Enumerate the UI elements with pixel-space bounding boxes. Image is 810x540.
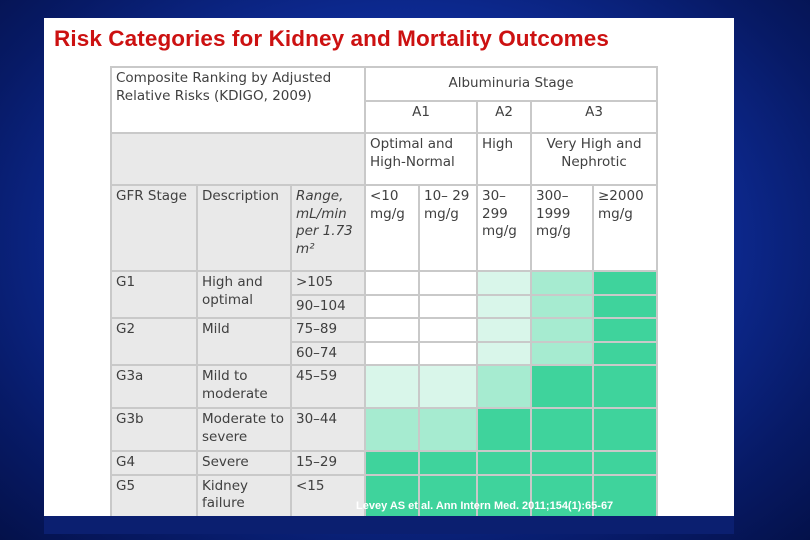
risk-cell — [476, 473, 532, 520]
risk-cell — [591, 270, 659, 296]
risk-cell — [591, 450, 659, 476]
gfr-stage-cell: G3a — [110, 364, 198, 410]
risk-cell — [591, 317, 659, 343]
description-cell: Mild — [196, 317, 292, 367]
gfr-stage-cell: G4 — [110, 450, 198, 476]
risk-cell — [476, 364, 532, 410]
albumin-range-5: ≥2000 mg/g — [591, 184, 659, 272]
stage-a2-description: High — [476, 132, 532, 186]
albumin-range-2: 10– 29 mg/g — [418, 184, 478, 272]
risk-cell — [418, 473, 478, 520]
risk-cell — [530, 293, 594, 320]
description-cell: High and optimal — [196, 269, 292, 320]
range-header: Range, mL/min per 1.73 m² — [290, 184, 366, 272]
risk-cell — [591, 293, 659, 320]
table-row: G3b Moderate to severe 30–44 — [110, 407, 659, 453]
risk-cell — [418, 270, 478, 296]
albumin-range-3: 30– 299 mg/g — [476, 184, 532, 272]
risk-cell — [530, 450, 594, 476]
albuminuria-stage-title: Albuminuria Stage — [363, 66, 659, 102]
slide-title: Risk Categories for Kidney and Mortality… — [54, 26, 610, 51]
table-row: G5 Kidney failure <15 — [110, 473, 659, 520]
range-cell: >105 — [290, 270, 366, 296]
header-spacer — [110, 132, 366, 186]
slide: Risk Categories for Kidney and Mortality… — [44, 18, 734, 534]
kdigo-risk-table-panel: Composite Ranking by Adjusted Relative R… — [110, 66, 732, 533]
albumin-range-4: 300– 1999 mg/g — [530, 184, 594, 272]
risk-cell — [418, 407, 478, 453]
stage-a2-label: A2 — [476, 100, 532, 134]
description-cell: Severe — [196, 450, 292, 476]
range-cell: 45–59 — [290, 364, 366, 410]
stage-a3-description: Very High and Nephrotic — [529, 132, 659, 186]
risk-cell — [364, 364, 420, 410]
range-cell: 75–89 — [290, 317, 366, 343]
description-cell: Moderate to severe — [196, 407, 292, 453]
range-cell: 90–104 — [290, 293, 366, 320]
risk-cell — [418, 450, 478, 476]
table-row: G2 Mild 75–89 — [110, 317, 659, 367]
risk-cell — [364, 317, 420, 343]
description-cell: Mild to moderate — [196, 364, 292, 410]
gfr-stage-cell: G3b — [110, 407, 198, 453]
stage-a1-description: Optimal and High-Normal — [364, 132, 478, 186]
description-cell: Kidney failure — [196, 473, 292, 520]
risk-cell — [591, 473, 659, 520]
kdigo-risk-table: Composite Ranking by Adjusted Relative R… — [110, 66, 659, 520]
range-cell: 15–29 — [290, 450, 366, 476]
citation: Levey AS et al. Ann Intern Med. 2011;154… — [356, 500, 614, 512]
risk-cell — [418, 340, 478, 367]
risk-cell — [476, 293, 532, 320]
table-row: 90–104 — [111, 293, 659, 320]
risk-cell — [364, 270, 420, 296]
risk-cell — [476, 317, 532, 343]
risk-cell — [418, 293, 478, 320]
table-row: G4 Severe 15–29 — [110, 450, 659, 476]
table-row: G3a Mild to moderate 45–59 — [110, 364, 659, 410]
risk-cell — [530, 473, 594, 520]
risk-cell — [591, 407, 659, 453]
table-row: 60–74 — [111, 340, 659, 367]
risk-cell — [530, 340, 594, 367]
range-cell: <15 — [290, 473, 366, 520]
stage-a1-label: A1 — [364, 100, 478, 134]
range-cell: 30–44 — [290, 407, 366, 453]
risk-cell — [476, 270, 532, 296]
risk-cell — [476, 340, 532, 367]
risk-cell — [418, 364, 478, 410]
risk-cell — [364, 293, 420, 320]
risk-cell — [364, 407, 420, 453]
risk-cell — [591, 364, 659, 410]
risk-cell — [418, 317, 478, 343]
risk-cell — [364, 340, 420, 367]
risk-cell — [591, 340, 659, 367]
description-header: Description — [196, 184, 292, 272]
gfr-stage-header: GFR Stage — [110, 184, 198, 272]
risk-cell — [530, 317, 594, 343]
gfr-stage-cell: G5 — [110, 473, 198, 520]
risk-cell — [364, 473, 420, 520]
albumin-range-1: <10 mg/g — [364, 184, 420, 272]
risk-cell — [530, 270, 594, 296]
composite-ranking-title: Composite Ranking by Adjusted Relative R… — [110, 66, 366, 134]
risk-cell — [364, 450, 420, 476]
stage-a3-label: A3 — [529, 100, 659, 134]
table-row: G1 High and optimal >105 — [110, 269, 659, 320]
risk-cell — [530, 407, 594, 453]
risk-cell — [530, 364, 594, 410]
gfr-stage-cell: G2 — [110, 317, 198, 367]
gfr-stage-cell: G1 — [110, 269, 198, 320]
risk-cell — [476, 407, 532, 453]
bottom-strip — [44, 516, 734, 534]
range-cell: 60–74 — [290, 340, 366, 367]
risk-cell — [476, 450, 532, 476]
